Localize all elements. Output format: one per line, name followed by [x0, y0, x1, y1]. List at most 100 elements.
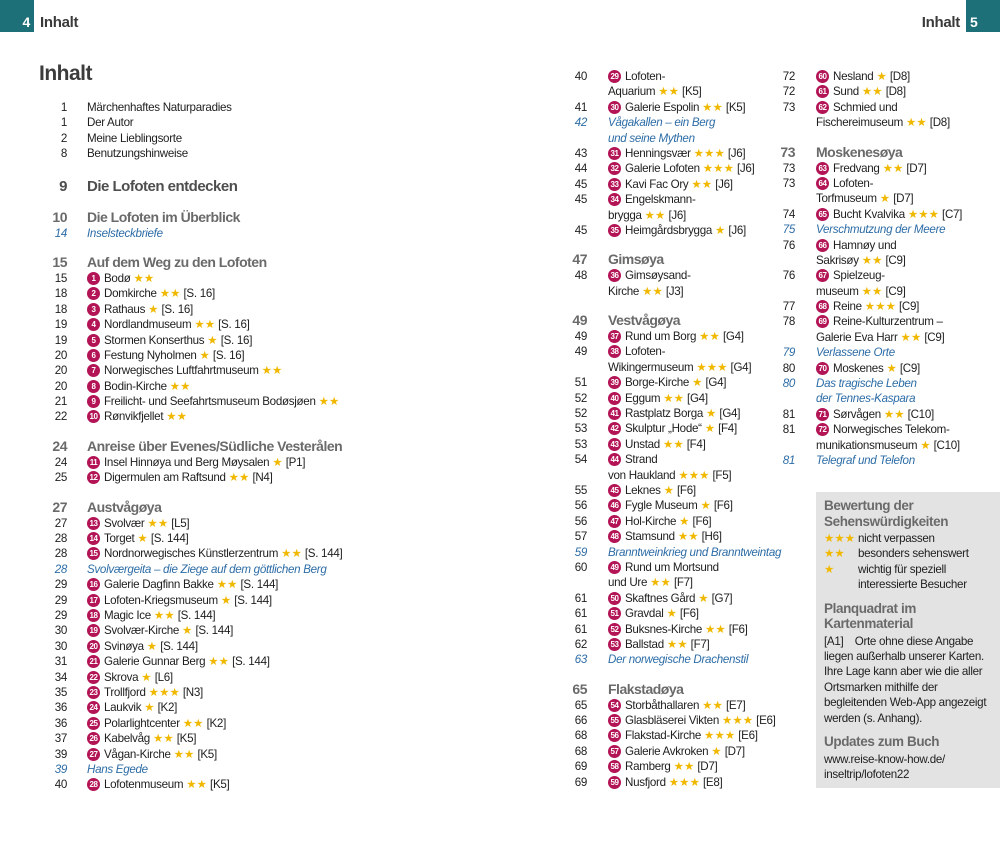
entry: 5 Stormen Konserthus ★ [S. 16]	[87, 333, 252, 348]
entry-text: Gimsøysand-	[625, 269, 691, 283]
entry: 47 Hol-Kirche ★ [F6]	[608, 514, 712, 529]
page-number-spacer	[768, 284, 795, 299]
sight-number-badge: 62	[816, 100, 829, 114]
toc-row: Torfmuseum ★ [D7]	[768, 191, 962, 206]
entry-text: Freilicht- und Seefahrtsmuseum Bodøsjøen	[104, 395, 316, 409]
rating-stars: ★	[706, 407, 717, 421]
rating-stars: ★★	[147, 516, 169, 530]
entry: 43 Unstad ★★ [F4]	[608, 437, 706, 452]
entry-text: Heimgårdsbrygga	[625, 223, 713, 237]
grid-text: Orte ohne diese Angabe liegen außerhalb …	[824, 634, 987, 725]
page-number: 80	[782, 377, 796, 391]
entry-text: Strand	[625, 453, 658, 467]
entry-text: Lofoten-	[833, 176, 874, 190]
toc-row: 14 Inselsteckbriefe	[40, 226, 342, 241]
entry-text: Laukvik	[104, 701, 142, 715]
toc-row: 73 Moskenesøya	[768, 143, 962, 161]
map-reference: [S. 144]	[232, 655, 270, 669]
entry: 9 Freilicht- und Seefahrtsmuseum Bodøsjøe…	[87, 394, 342, 409]
page-number: 53	[574, 422, 588, 436]
map-reference: [S. 144]	[150, 532, 189, 546]
entry: 4 Nordlandmuseum ★★ [S. 16]	[87, 317, 250, 332]
page-number: 65	[574, 698, 588, 712]
entry-text: und Ure	[608, 576, 648, 590]
page-number: 53	[574, 437, 588, 451]
entry: 33 Kavi Fac Ory ★★ [J6]	[608, 177, 733, 192]
toc-row: Aquarium ★★ [K5]	[560, 84, 781, 99]
map-reference: [S. 144]	[195, 624, 234, 638]
toc-row: 39 27 Vågan-Kirche ★★ [K5]	[40, 747, 342, 762]
entry-text: Bucht Kvalvika	[833, 207, 905, 221]
page-number: 49	[572, 312, 587, 329]
toc-row: und seine Mythen	[560, 131, 781, 146]
sight-number-badge: 57	[608, 744, 621, 758]
entry-text: Hans Egede	[87, 762, 148, 776]
entry-text: Fredvang	[833, 161, 880, 175]
map-reference: [C9]	[885, 253, 906, 267]
entry-text: Telegraf und Telefon	[816, 453, 915, 467]
toc-row: 41 30 Galerie Espolin ★★ [K5]	[560, 100, 781, 115]
rating-stars: ★	[148, 302, 159, 316]
sight-number-badge: 40	[608, 391, 621, 405]
toc-row: 73 64 Lofoten-	[768, 176, 962, 191]
page-number: 36	[54, 716, 68, 730]
entry-text: Festung Nyholmen	[104, 348, 197, 362]
page-number: 72	[782, 70, 796, 83]
toc-row: 48 36 Gimsøysand-	[560, 268, 781, 283]
map-reference: [F4]	[718, 422, 737, 436]
rating-stars: ★	[220, 593, 232, 607]
toc-row: 54 44 Strand	[560, 452, 781, 467]
entry: 31 Henningsvær ★★★ [J6]	[608, 146, 746, 161]
sight-number-badge: 43	[608, 437, 621, 451]
sight-number-badge: 34	[608, 193, 621, 207]
toc-row: 72 60 Nesland ★ [D8]	[768, 69, 962, 84]
page-number: 49	[574, 345, 588, 359]
entry-text: Sørvågen	[833, 407, 881, 421]
page-number: 66	[574, 714, 588, 728]
sight-number-badge: 23	[87, 685, 100, 699]
entry-text: Domkirche	[104, 287, 157, 301]
rating-stars: ★	[666, 607, 677, 621]
page-number: 27	[54, 516, 68, 530]
entry: 24 Laukvik ★ [K2]	[87, 700, 177, 715]
sight-number-badge: 8	[87, 379, 100, 393]
entry-text: Digermulen am Raftsund	[104, 471, 226, 485]
map-reference: [K2]	[206, 716, 227, 730]
page-number: 14	[54, 226, 68, 240]
toc-row: 49 Vestvågøya	[560, 311, 781, 329]
toc-row: 80 Das tragische Leben	[768, 376, 962, 391]
page-number: 52	[574, 407, 588, 421]
page-number: 29	[54, 578, 68, 592]
sight-number-badge: 4	[87, 318, 100, 332]
toc-row: 15 1 Bodø ★★	[40, 271, 342, 286]
page-number: 80	[782, 361, 796, 375]
page-number-spacer	[768, 115, 795, 130]
rating-text: nicht verpassen	[858, 532, 935, 545]
entry-text: munikationsmuseum	[816, 438, 918, 452]
toc-row: 37 26 Kabelvåg ★★ [K5]	[40, 731, 342, 746]
toc-row: 77 68 Reine ★★★ [C9]	[768, 299, 962, 314]
entry-text: Reine	[833, 300, 862, 314]
toc-row: 63 Der norwegische Drachenstil	[560, 652, 781, 667]
rating-stars: ★★	[702, 100, 723, 114]
entry: 11 Insel Hinnøya und Berg Møysalen ★ [P1]	[87, 455, 305, 470]
rating-stars: ★	[876, 70, 887, 83]
entry: Das tragische Leben	[816, 376, 917, 391]
map-reference: [D7]	[893, 192, 914, 206]
page-number: 42	[574, 116, 588, 130]
page-number-spacer	[768, 438, 795, 453]
map-reference: [L5]	[171, 516, 190, 530]
sight-number-badge: 59	[608, 775, 621, 789]
rating-stars: ★★	[882, 161, 904, 175]
entry: 27 Vågan-Kirche ★★ [K5]	[87, 747, 217, 762]
toc-row: 56 46 Fygle Museum ★ [F6]	[560, 498, 781, 513]
toc-row: 29 17 Lofoten-Kriegsmuseum ★ [S. 144]	[40, 593, 342, 608]
sight-number-badge: 22	[87, 670, 100, 684]
entry: 68 Reine ★★★ [C9]	[816, 299, 919, 314]
page-number: 31	[54, 655, 68, 669]
toc-row: 36 25 Polarlightcenter ★★ [K2]	[40, 716, 342, 731]
entry-text: Torget	[104, 532, 135, 546]
page-number: 72	[782, 85, 796, 99]
toc-row: 53 42 Skulptur „Hode“ ★ [F4]	[560, 421, 781, 436]
page-number: 69	[574, 775, 588, 789]
